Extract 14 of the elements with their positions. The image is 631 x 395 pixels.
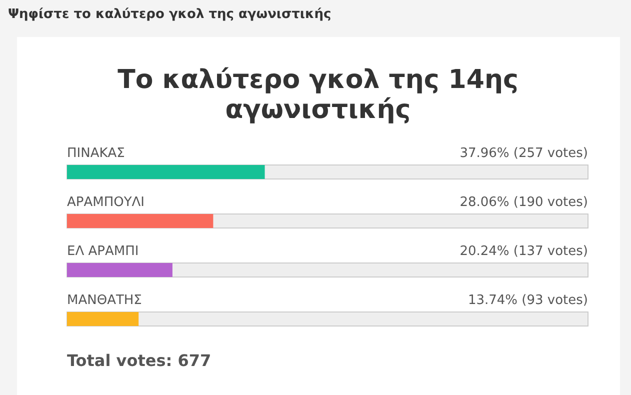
y-tick-label: ΕΛ ΑΡΑΜΠΙ [67,244,139,259]
chart-title: Το καλύτερο γκολ της 14ης αγωνιστικής [118,65,518,125]
y-tick-label: ΠΙΝΑΚΑΣ [67,146,125,161]
bar [67,263,172,277]
data-label: 13.74% (93 votes) [468,293,588,308]
text: Total votes: 677 [67,351,212,370]
data-label: 28.06% (190 votes) [460,195,588,210]
y-tick-label: ΜΑΝΘΑΤΗΣ [67,293,142,308]
bar [67,312,139,326]
data-label: 20.24% (137 votes) [460,244,588,259]
data-label: 37.96% (257 votes) [460,146,588,161]
text: Ψηφίστε το καλύτερο γκολ της αγωνιστικής [8,7,332,22]
y-tick-label: ΑΡΑΜΠΟΥΛΙ [67,195,145,210]
bar [67,214,214,228]
